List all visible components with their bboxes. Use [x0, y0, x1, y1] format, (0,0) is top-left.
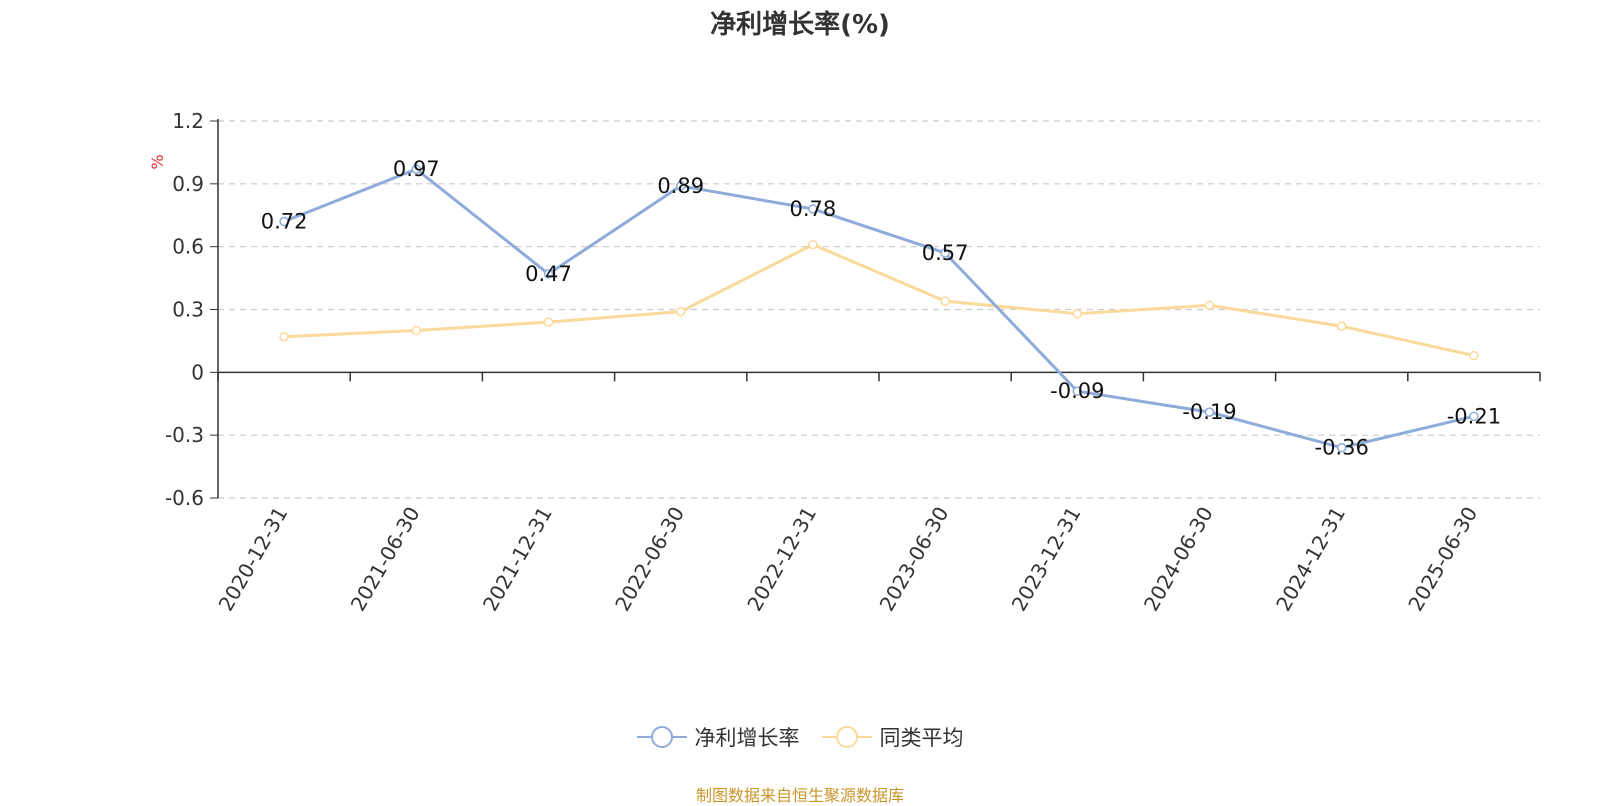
legend-marker-blue-icon [636, 726, 687, 748]
data-point[interactable] [1336, 442, 1347, 453]
y-tick-label: 0.3 [172, 298, 204, 322]
x-tick-label: 2024-06-30 [1139, 503, 1218, 616]
y-tick-label: 1.2 [172, 109, 204, 133]
legend-item-peer-average[interactable]: 同类平均 [821, 722, 964, 752]
data-point[interactable] [279, 331, 289, 342]
data-point[interactable] [1469, 411, 1479, 422]
series-lines [279, 164, 1479, 453]
legend-marker-yellow-icon [821, 726, 872, 748]
chart-title: 净利增长率(%) [710, 10, 890, 40]
data-point[interactable] [1204, 407, 1215, 417]
data-point[interactable] [411, 325, 422, 336]
y-tick-label: 0.9 [172, 172, 204, 196]
y-axis-unit-label: % [148, 154, 167, 169]
data-labels: 0.72 0.97 0.47 0.89 0.78 0.57 -0.09 -0.19 -0.36 -… [261, 157, 1501, 460]
data-point[interactable] [808, 239, 818, 250]
data-point[interactable] [1336, 321, 1347, 332]
data-label: -0.21 [1447, 404, 1501, 428]
data-point[interactable] [675, 306, 686, 317]
x-tick-label: 2023-12-31 [1007, 503, 1086, 616]
series-line-net-profit-growth [283, 167, 1475, 450]
data-point[interactable] [940, 296, 950, 306]
axes: 1.2 0.9 0.6 0.3 0 -0.3 -0.6 2020-12-31 2021-06-3… [165, 109, 1541, 616]
y-tick-label: 0.6 [172, 235, 204, 259]
y-tick-label: -0.6 [165, 486, 204, 510]
x-tick-label: 2025-06-30 [1403, 503, 1482, 616]
data-point[interactable] [543, 269, 554, 279]
data-point[interactable] [543, 317, 554, 327]
x-tick-label: 2021-06-30 [346, 503, 425, 616]
y-tick-label: 0 [191, 360, 204, 384]
data-label: 0.97 [393, 157, 440, 181]
data-point[interactable] [411, 164, 422, 174]
data-point[interactable] [1469, 350, 1479, 361]
source-note: 制图数据来自恒生聚源数据库 [695, 786, 904, 805]
data-label: 0.89 [657, 174, 704, 198]
data-label: -0.36 [1315, 436, 1369, 460]
x-tick-label: 2021-12-31 [478, 503, 557, 616]
legend-label: 同类平均 [879, 726, 964, 750]
x-tick-label: 2020-12-31 [214, 503, 293, 616]
data-label: -0.19 [1182, 400, 1236, 424]
data-point[interactable] [1072, 386, 1083, 396]
series-line-peer-average [284, 243, 1475, 358]
data-label: -0.09 [1050, 379, 1104, 403]
data-label: 0.57 [922, 241, 969, 265]
grid-lines [218, 120, 1540, 499]
x-tick-label: 2023-06-30 [875, 503, 954, 616]
data-label: 0.78 [790, 197, 837, 221]
data-point[interactable] [1204, 300, 1215, 311]
data-point[interactable] [279, 216, 289, 227]
legend: 净利增长率 同类平均 [0, 722, 1600, 752]
data-point[interactable] [675, 181, 686, 191]
data-label: 0.72 [261, 210, 308, 234]
data-point[interactable] [808, 204, 818, 214]
x-tick-label: 2022-06-30 [610, 503, 689, 616]
x-tick-label: 2024-12-31 [1271, 503, 1350, 616]
data-point[interactable] [1072, 308, 1083, 319]
data-label: 0.47 [525, 262, 572, 286]
y-tick-label: -0.3 [165, 423, 204, 447]
legend-label: 净利增长率 [694, 726, 800, 750]
data-point[interactable] [940, 248, 950, 258]
x-tick-label: 2022-12-31 [742, 503, 821, 616]
legend-item-net-profit-growth[interactable]: 净利增长率 [636, 722, 800, 752]
